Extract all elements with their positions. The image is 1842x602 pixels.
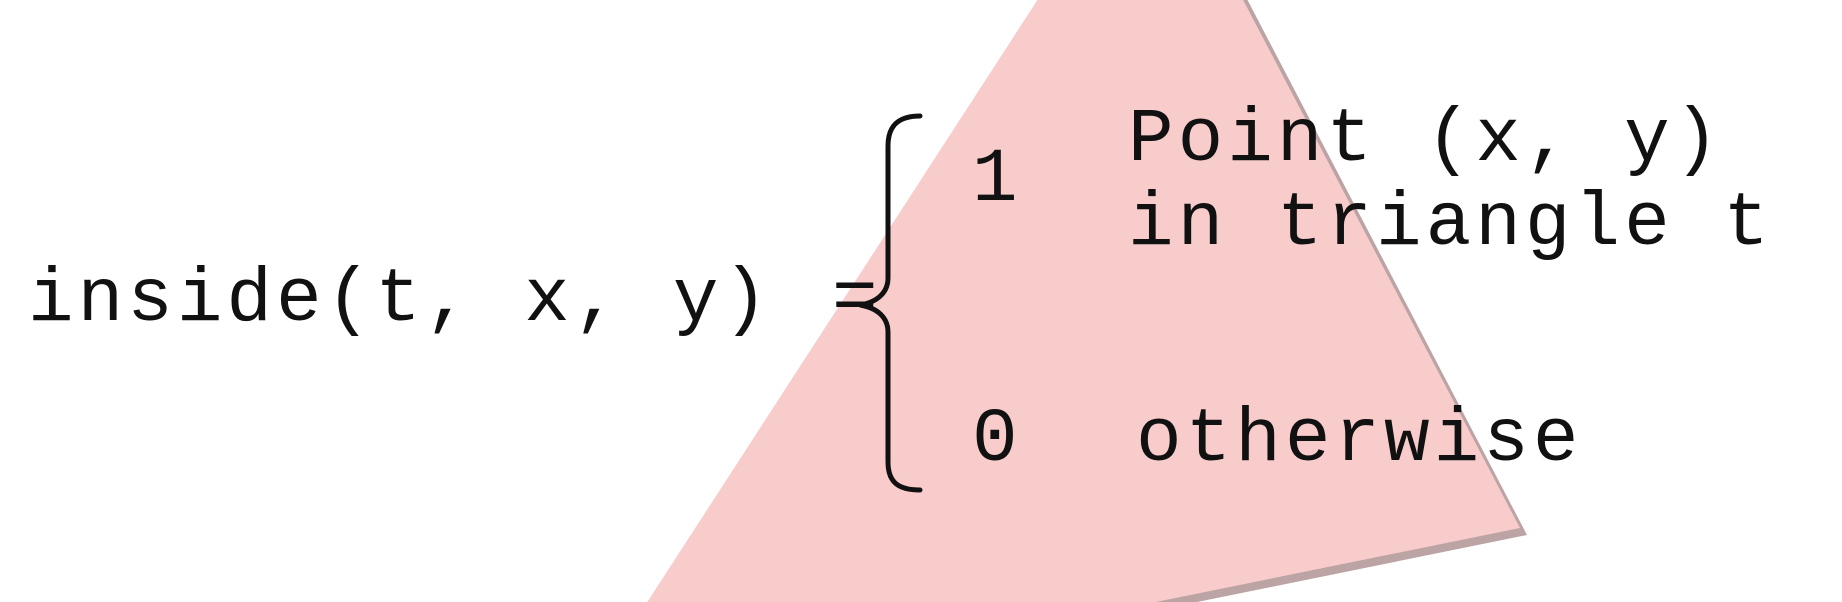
triangle-fill bbox=[647, 0, 1520, 602]
case-one-condition-line-2: in triangle t bbox=[1128, 181, 1773, 267]
case-zero-value: 0 bbox=[972, 397, 1022, 483]
case-one-value: 1 bbox=[972, 137, 1022, 223]
case-one-condition-line-1: Point (x, y) bbox=[1128, 97, 1724, 183]
equation-lhs: inside(t, x, y) bbox=[28, 257, 773, 343]
case-zero-condition: otherwise bbox=[1136, 397, 1583, 483]
